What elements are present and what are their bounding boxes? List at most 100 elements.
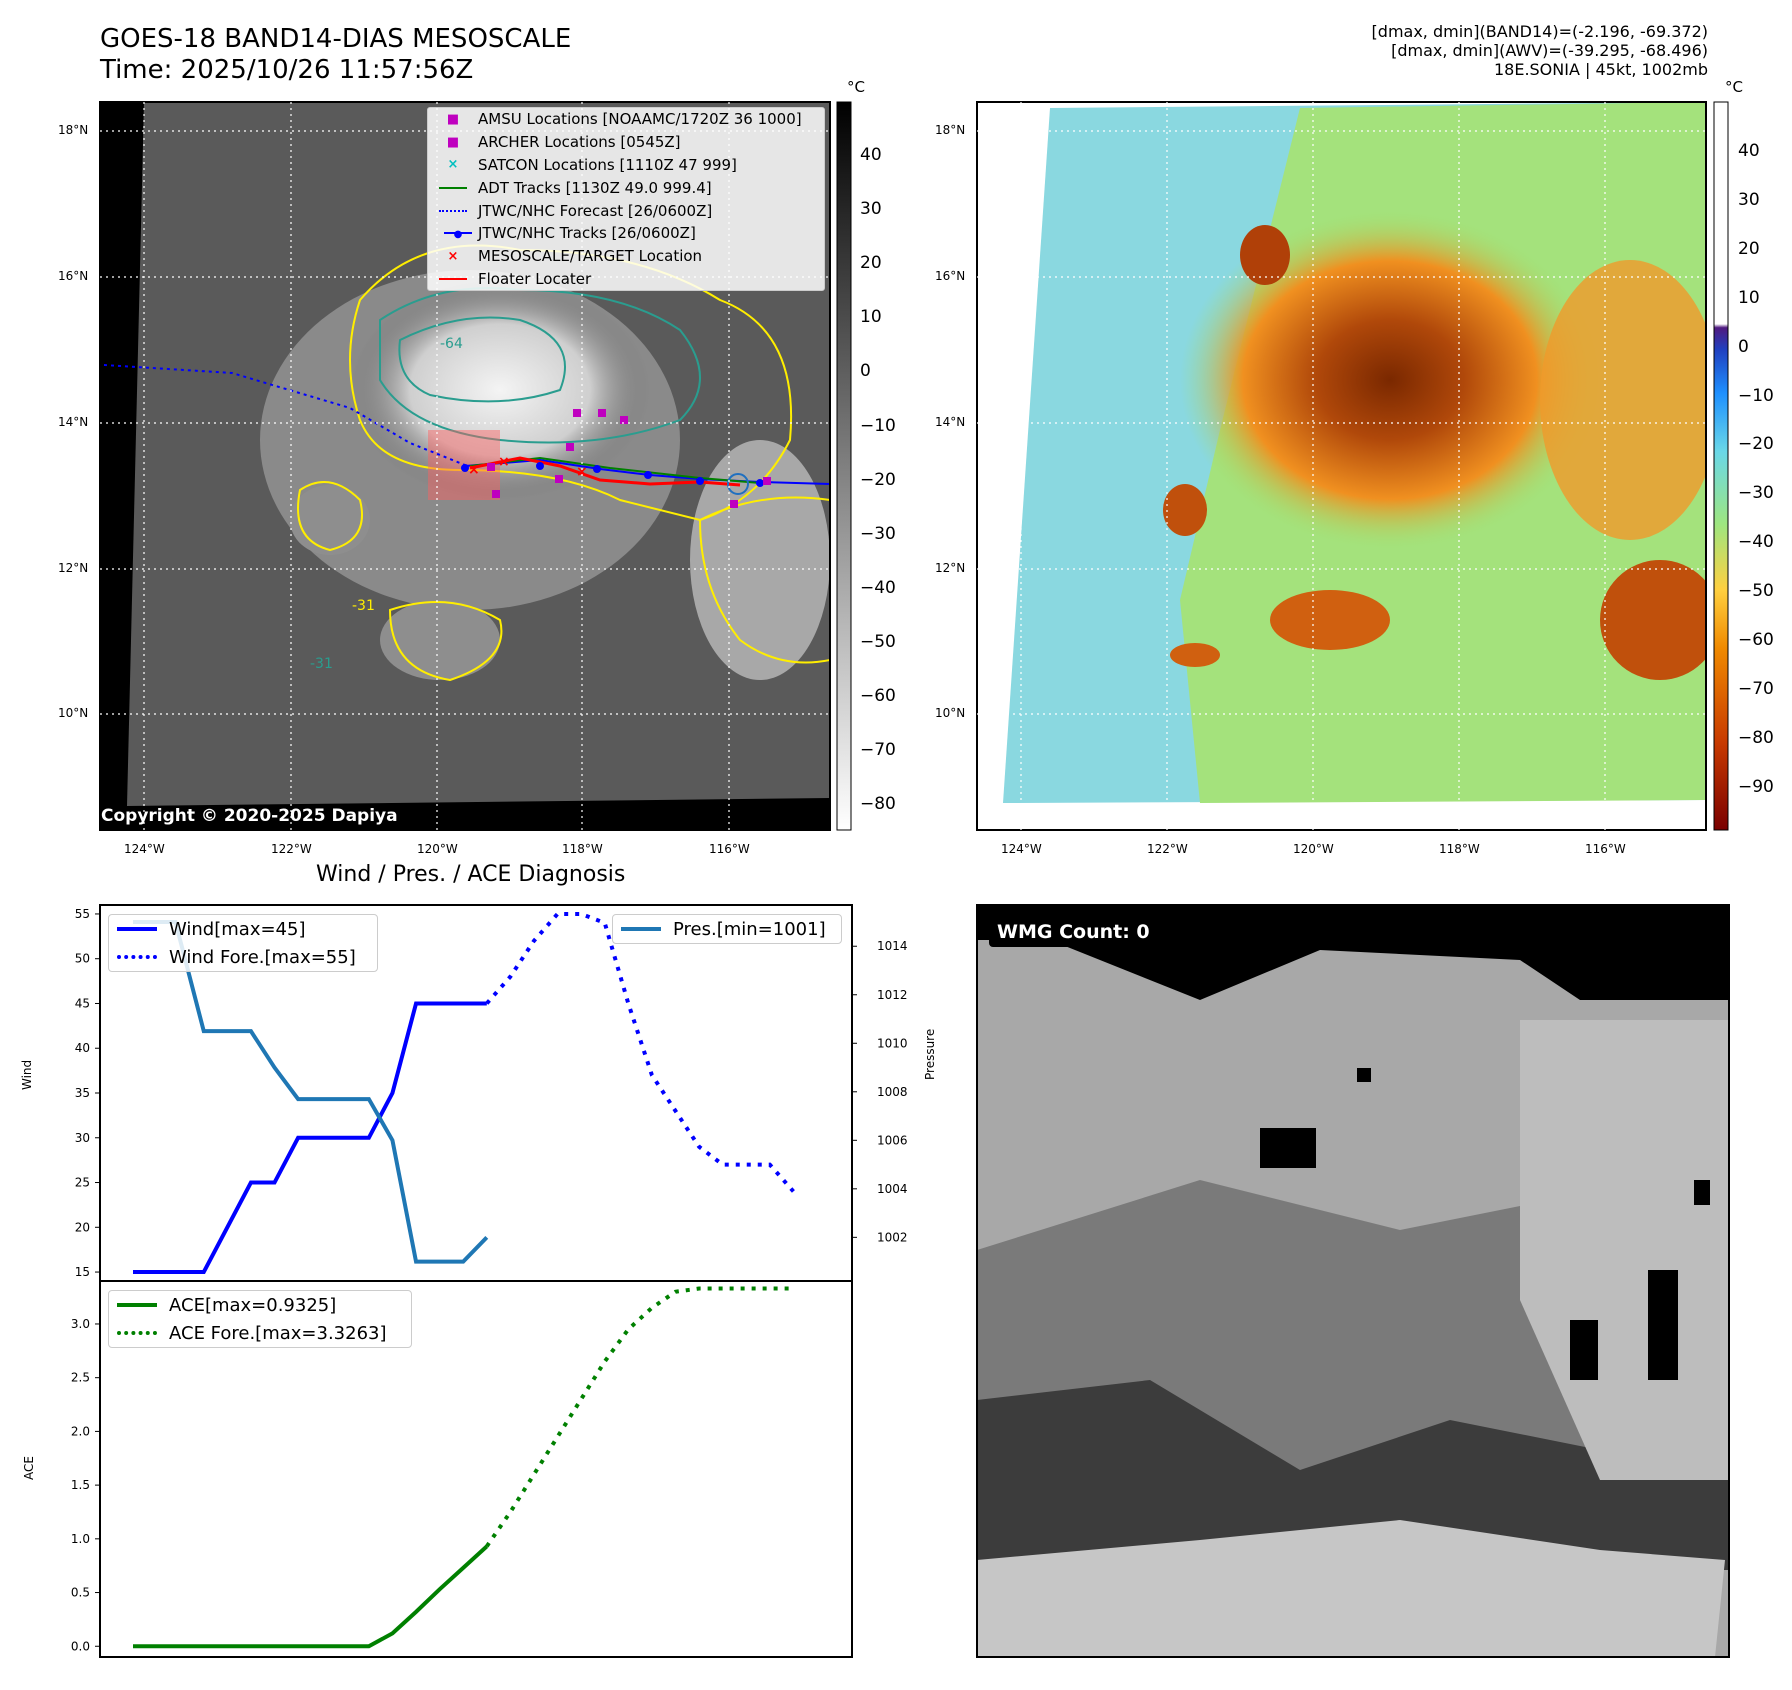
ace-legend: ACE[max=0.9325] ACE Fore.[max=3.3263] [108,1290,412,1348]
legend-ace: ACE[max=0.9325] [109,1291,411,1319]
awv-map [977,102,1706,830]
track-points [461,462,764,487]
ir-colorbar-tick: 20 [860,253,882,274]
ytick-label: 2.5 [71,1371,90,1385]
ir-legend-marker: ■ [446,134,460,150]
ir-legend-item: ADT Tracks [1130Z 49.0 999.4] [428,176,824,199]
awv-colorbar-tick: −40 [1738,532,1774,553]
legend-wind-fore: Wind Fore.[max=55] [109,943,377,971]
target-markers: × × × [468,454,588,480]
ir-legend-label: AMSU Locations [NOAAMC/1720Z 36 1000] [478,110,802,129]
ir-colorbar-tick: −40 [860,577,896,598]
ir-legend-item: × MESOSCALE/TARGET Location [428,245,824,268]
ir-legend-marker: × [447,248,459,264]
awv-gridlines [977,102,1706,830]
wind-chart: 15 20 25 30 35 40 45 50 55 1002 1004 1006 1008 1010 10… [75,907,908,1279]
awv-lon-label: 118°W [1439,842,1480,856]
wmg-panel [977,905,1729,1657]
ir-colorbar-tick: 30 [860,199,882,220]
awv-colorbar-tick: 0 [1738,336,1749,357]
ir-legend-marker [428,180,478,195]
ytick-label: 1.5 [71,1478,90,1492]
ytick-label: 35 [75,1086,90,1100]
awv-colorbar-tick: 40 [1738,141,1760,161]
ir-lon-label: 120°W [417,842,458,856]
ir-legend-label: SATCON Locations [1110Z 47 999] [478,155,737,174]
ir-lon-label: 122°W [271,842,312,856]
awv-colorbar-unit: °C [1725,78,1743,96]
ace-chart: 0.0 0.5 1.0 1.5 2.0 2.5 3.0 [71,1286,794,1653]
stats-line-band14: [dmax, dmin](BAND14)=(-2.196, -69.372) [1371,22,1708,41]
awv-colorbar-tick: −30 [1738,483,1774,504]
svg-text:×: × [468,462,480,478]
ir-lon-label: 124°W [124,842,165,856]
ir-colorbar-tick: 0 [860,361,871,382]
stats-line-awv: [dmax, dmin](AWV)=(-39.295, -68.496) [1391,41,1708,60]
ir-lat-label: 18°N [58,123,89,137]
ir-legend-marker [428,203,478,218]
awv-lon-label: 124°W [1001,842,1042,856]
ir-colorbar-tick: 40 [860,145,882,165]
ytick-label: 0.5 [71,1586,90,1600]
series-line [133,919,489,1264]
series-line [485,911,795,1193]
awv-colorbar-tick: −80 [1738,727,1774,748]
ir-legend-label: ARCHER Locations [0545Z] [478,133,681,152]
ir-lon-label: 116°W [709,842,750,856]
awv-colorbar-tick: −20 [1738,434,1774,455]
ir-colorbar-tick: −30 [860,523,896,544]
ir-colorbar-tick: −70 [860,740,896,761]
wind-legend: Wind[max=45] Wind Fore.[max=55] [108,914,378,972]
ytick-label: 3.0 [71,1317,90,1331]
ir-lat-label: 16°N [58,269,89,283]
ir-legend-item: Floater Locater [428,268,824,291]
ir-colorbar-tick: 10 [860,307,882,328]
series-line [485,1286,794,1548]
svg-text:×: × [498,454,510,470]
ir-legend-item: × SATCON Locations [1110Z 47 999] [428,154,824,177]
y2tick-label: 1002 [877,1230,908,1244]
ytick-label: 2.0 [71,1424,90,1438]
ir-legend-label: Floater Locater [478,269,592,288]
wmg-frame [976,904,1730,1658]
ir-legend-label: JTWC/NHC Tracks [26/0600Z] [478,224,696,243]
awv-lat-label: 16°N [935,269,966,283]
ir-map-frame [99,101,831,831]
ytick-label: 25 [75,1176,90,1190]
ytick-label: 50 [75,952,90,966]
adt-track [469,456,761,484]
awv-colorbar [1713,101,1729,831]
ir-colorbar-tick: −10 [860,415,896,436]
awv-lat-label: 18°N [935,123,966,137]
awv-colorbar-tick: 30 [1738,189,1760,210]
contour-label-64: -64 [440,336,463,352]
wind-ylabel: Wind [20,1059,34,1090]
y2tick-label: 1006 [877,1133,908,1147]
amsu-markers [487,409,771,508]
ytick-label: 20 [75,1220,90,1234]
series-line [133,1001,487,1275]
ace-ylabel: ACE [22,1456,36,1480]
ir-legend-label: JTWC/NHC Forecast [26/0600Z] [478,201,713,220]
ir-lat-label: 10°N [58,706,89,720]
awv-colorbar-tick: −90 [1738,776,1774,797]
awv-lon-label: 122°W [1147,842,1188,856]
ir-lat-label: 12°N [58,561,89,575]
ytick-label: 30 [75,1131,90,1145]
legend-wind: Wind[max=45] [109,915,377,943]
stats-block: [dmax, dmin](BAND14)=(-2.196, -69.372) [… [1372,22,1708,79]
ir-colorbar-tick: −80 [860,794,896,815]
ir-legend-item: ■ ARCHER Locations [0545Z] [428,131,824,154]
y2tick-label: 1012 [877,988,908,1002]
awv-colorbar-tick: 20 [1738,238,1760,259]
awv-lat-label: 10°N [935,706,966,720]
ir-lon-label: 118°W [562,842,603,856]
storm-info: 18E.SONIA | 45kt, 1002mb [1493,60,1708,79]
jtwc-forecast-track [103,364,466,466]
ytick-label: 55 [75,907,90,921]
legend-pres: Pres.[min=1001] [613,915,841,943]
ir-legend: ■ AMSU Locations [NOAAMC/1720Z 36 1000] ■ A… [427,107,825,292]
awv-lat-label: 14°N [935,415,966,429]
awv-colorbar-tick: −50 [1738,581,1774,602]
